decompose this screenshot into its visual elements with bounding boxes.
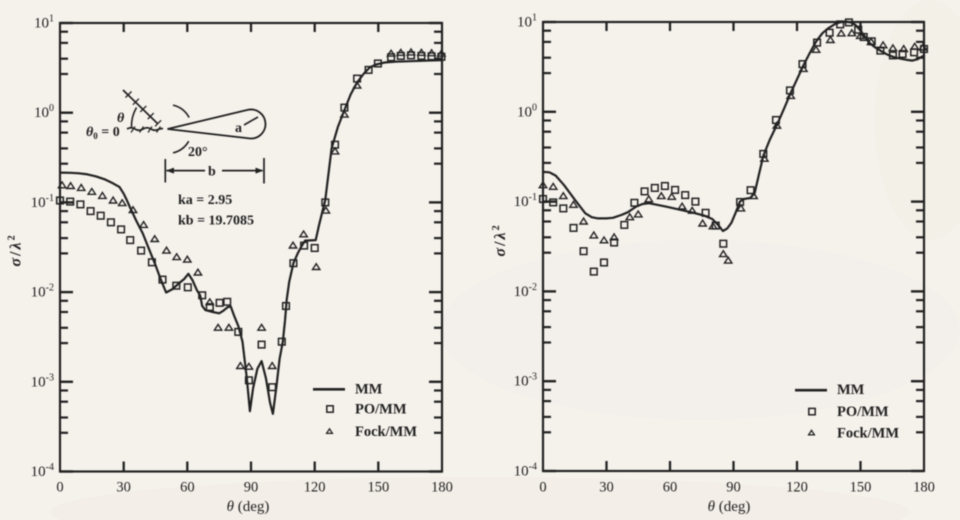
- svg-text:30: 30: [599, 480, 614, 496]
- svg-text:150: 150: [367, 480, 389, 496]
- svg-text:a: a: [235, 121, 242, 136]
- svg-text:θ (deg): θ (deg): [227, 499, 270, 515]
- svg-text:kb = 19.7085: kb = 19.7085: [178, 214, 254, 229]
- svg-text:120: 120: [786, 480, 808, 496]
- svg-text:θ0 = 0: θ0 = 0: [86, 125, 120, 141]
- svg-text:180: 180: [431, 480, 453, 496]
- svg-text:PO/MM: PO/MM: [355, 402, 407, 418]
- svg-text:120: 120: [304, 480, 326, 496]
- svg-text:20°: 20°: [188, 145, 208, 160]
- svg-text:σ/λ2: σ/λ2: [491, 223, 509, 256]
- svg-text:60: 60: [180, 480, 195, 496]
- svg-text:b: b: [208, 165, 216, 180]
- svg-text:θ (deg): θ (deg): [708, 499, 751, 515]
- svg-text:30: 30: [116, 480, 131, 496]
- svg-text:MM: MM: [837, 382, 865, 398]
- svg-text:90: 90: [244, 480, 259, 496]
- svg-text:90: 90: [726, 480, 741, 496]
- svg-text:PO/MM: PO/MM: [837, 404, 889, 420]
- svg-text:θ: θ: [117, 111, 125, 126]
- svg-text:60: 60: [663, 480, 678, 496]
- svg-text:0: 0: [539, 480, 546, 496]
- svg-text:150: 150: [850, 480, 872, 496]
- svg-text:MM: MM: [355, 381, 383, 397]
- svg-text:Fock/MM: Fock/MM: [837, 426, 899, 442]
- svg-text:0: 0: [56, 480, 63, 496]
- svg-text:ka = 2.95: ka = 2.95: [178, 193, 232, 208]
- svg-text:σ/λ2: σ/λ2: [7, 233, 25, 266]
- svg-text:Fock/MM: Fock/MM: [355, 424, 417, 440]
- svg-text:180: 180: [913, 480, 935, 496]
